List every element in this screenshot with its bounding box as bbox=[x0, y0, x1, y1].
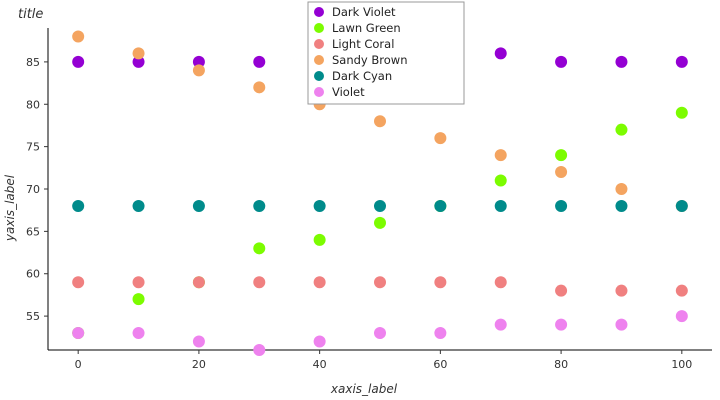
legend-swatch-dark-violet bbox=[314, 7, 324, 17]
point-dark-cyan bbox=[374, 199, 386, 212]
point-light-coral bbox=[615, 284, 628, 297]
point-light-coral bbox=[555, 284, 568, 297]
point-violet bbox=[72, 327, 85, 340]
point-dark-cyan bbox=[72, 199, 85, 212]
point-light-coral bbox=[494, 276, 507, 289]
point-light-coral bbox=[192, 276, 205, 289]
point-sandy-brown bbox=[72, 30, 85, 43]
point-dark-violet bbox=[494, 47, 507, 60]
point-dark-violet bbox=[615, 55, 628, 68]
x-tick-label: 20 bbox=[192, 358, 206, 371]
point-dark-cyan bbox=[494, 199, 507, 212]
point-violet bbox=[374, 327, 386, 340]
legend-swatch-dark-cyan bbox=[314, 71, 324, 81]
point-violet bbox=[675, 310, 688, 323]
legend-label-dark-violet: Dark Violet bbox=[332, 5, 396, 19]
legend-label-violet: Violet bbox=[332, 85, 365, 99]
point-light-coral bbox=[434, 276, 447, 289]
y-tick-label: 85 bbox=[26, 56, 40, 69]
point-violet bbox=[253, 344, 266, 356]
point-violet bbox=[313, 335, 326, 348]
point-dark-violet bbox=[72, 55, 85, 68]
y-tick-label: 55 bbox=[26, 310, 40, 323]
legend-swatch-light-coral bbox=[314, 39, 324, 49]
point-dark-cyan bbox=[192, 199, 205, 212]
y-tick-label: 70 bbox=[26, 183, 40, 196]
x-tick-label: 60 bbox=[433, 358, 447, 371]
point-dark-cyan bbox=[555, 199, 568, 212]
point-dark-violet bbox=[132, 55, 145, 68]
point-light-coral bbox=[72, 276, 85, 289]
y-tick-label: 75 bbox=[26, 141, 40, 154]
point-lawn-green bbox=[494, 174, 507, 187]
point-sandy-brown bbox=[434, 132, 447, 145]
y-tick-label: 60 bbox=[26, 268, 40, 281]
point-dark-violet bbox=[555, 55, 568, 68]
legend-swatch-lawn-green bbox=[314, 23, 324, 33]
y-tick-label: 65 bbox=[26, 225, 40, 238]
point-violet bbox=[132, 327, 145, 340]
point-dark-violet bbox=[192, 55, 205, 68]
point-light-coral bbox=[374, 276, 386, 289]
legend-label-lawn-green: Lawn Green bbox=[332, 21, 401, 35]
point-lawn-green bbox=[313, 233, 326, 246]
point-dark-cyan bbox=[132, 199, 145, 212]
x-tick-label: 0 bbox=[75, 358, 82, 371]
legend-label-dark-cyan: Dark Cyan bbox=[332, 69, 392, 83]
legend-swatch-violet bbox=[314, 87, 324, 97]
point-light-coral bbox=[313, 276, 326, 289]
point-dark-cyan bbox=[434, 199, 447, 212]
point-dark-cyan bbox=[253, 199, 266, 212]
point-violet bbox=[434, 327, 447, 340]
point-light-coral bbox=[253, 276, 266, 289]
point-dark-cyan bbox=[615, 199, 628, 212]
point-violet bbox=[494, 318, 507, 331]
point-light-coral bbox=[132, 276, 145, 289]
legend-swatch-sandy-brown bbox=[314, 55, 324, 65]
legend-label-light-coral: Light Coral bbox=[332, 37, 394, 51]
chart-title: title bbox=[18, 7, 43, 22]
point-sandy-brown bbox=[192, 64, 205, 77]
axis-ticks: 0 20 40 60 80 100 55 60 65 70 75 80 85 bbox=[26, 56, 692, 371]
x-tick-label: 40 bbox=[313, 358, 327, 371]
point-dark-cyan bbox=[675, 199, 688, 212]
legend-label-sandy-brown: Sandy Brown bbox=[332, 53, 408, 67]
point-sandy-brown bbox=[132, 47, 145, 60]
point-sandy-brown bbox=[253, 81, 266, 94]
x-tick-label: 100 bbox=[671, 358, 692, 371]
point-dark-violet bbox=[675, 55, 688, 68]
point-lawn-green bbox=[555, 149, 568, 162]
point-lawn-green bbox=[132, 293, 145, 306]
point-dark-violet bbox=[253, 55, 266, 68]
y-axis-title: yaxis_label bbox=[3, 174, 17, 242]
point-lawn-green bbox=[615, 123, 628, 136]
data-points bbox=[72, 30, 688, 356]
point-violet bbox=[615, 318, 628, 331]
legend-box bbox=[307, 1, 465, 105]
y-tick-label: 80 bbox=[26, 98, 40, 111]
point-dark-cyan bbox=[313, 199, 326, 212]
point-sandy-brown bbox=[615, 183, 628, 195]
point-sandy-brown bbox=[555, 166, 568, 179]
point-light-coral bbox=[675, 284, 688, 297]
point-sandy-brown bbox=[374, 115, 386, 128]
x-tick-label: 80 bbox=[554, 358, 568, 371]
point-sandy-brown bbox=[494, 149, 507, 162]
point-lawn-green bbox=[253, 242, 266, 255]
point-lawn-green bbox=[374, 216, 386, 229]
x-axis-title: xaxis_label bbox=[330, 382, 398, 396]
legend: Dark Violet Lawn Green Light Coral Sandy Br… bbox=[307, 1, 465, 105]
point-violet bbox=[555, 318, 568, 331]
point-lawn-green bbox=[675, 106, 688, 119]
point-violet bbox=[192, 335, 205, 348]
